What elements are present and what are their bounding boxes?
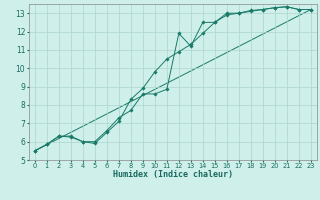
X-axis label: Humidex (Indice chaleur): Humidex (Indice chaleur) (113, 170, 233, 179)
